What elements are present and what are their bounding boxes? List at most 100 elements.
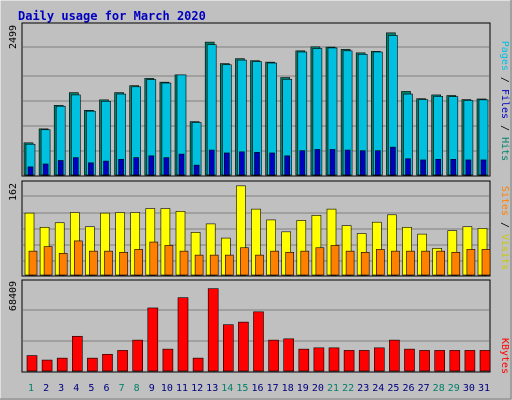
sites-bar-28 [436, 250, 446, 276]
x-label-24: 24 [372, 383, 384, 394]
kbytes-bar-26 [404, 348, 415, 372]
kbytes-bar-11 [177, 297, 189, 372]
x-label-9: 9 [149, 383, 155, 394]
kbytes-bar-20 [313, 347, 325, 372]
kbytes-bar-24 [373, 347, 385, 372]
legend-kbytes-label: KBytes [499, 338, 510, 374]
x-label-21: 21 [327, 383, 339, 394]
sites-bar-26 [406, 250, 415, 276]
pages-bar-29 [450, 159, 457, 176]
x-label-28: 28 [433, 383, 445, 394]
sites-bar-11 [179, 250, 189, 276]
kbytes-bar-23 [358, 350, 370, 372]
sites-bar-23 [360, 251, 370, 276]
pages-bar-22 [344, 149, 351, 176]
pages-bar-11 [178, 153, 185, 176]
sites-bar-7 [119, 251, 128, 276]
legend-files: Files [499, 89, 510, 119]
kbytes-bar-30 [464, 350, 476, 372]
max-label-kbytes: 68409 [8, 281, 19, 311]
x-label-6: 6 [103, 383, 109, 394]
sites-bar-5 [89, 250, 98, 276]
kbytes-bar-21 [328, 347, 340, 372]
x-label-1: 1 [28, 383, 34, 394]
x-label-14: 14 [221, 383, 233, 394]
x-label-17: 17 [267, 383, 279, 394]
x-label-13: 13 [206, 383, 218, 394]
kbytes-bar-13 [207, 288, 219, 372]
x-label-11: 11 [176, 383, 188, 394]
sites-bar-19 [300, 250, 310, 276]
pages-bar-7 [118, 159, 124, 176]
kbytes-bar-2 [41, 359, 53, 372]
pages-bar-1 [27, 166, 34, 176]
legend-visits: Sites / Visits [499, 186, 510, 270]
sites-bar-12 [194, 254, 204, 276]
x-label-26: 26 [402, 383, 414, 394]
sites-bar-25 [391, 250, 400, 276]
pages-bar-24 [374, 150, 381, 176]
sites-bar-2 [43, 246, 53, 276]
x-label-16: 16 [251, 383, 263, 394]
sites-bar-9 [149, 241, 159, 276]
svg-text:Pages / Files / Hits: Pages / Files / Hits [499, 41, 510, 161]
kbytes-bar-22 [343, 350, 355, 372]
sites-bar-10 [164, 245, 174, 276]
pages-bar-26 [405, 158, 411, 176]
sites-bar-1 [28, 250, 38, 276]
x-label-7: 7 [119, 383, 125, 394]
pages-bar-20 [314, 149, 321, 176]
pages-bar-31 [480, 159, 487, 176]
kbytes-bar-5 [87, 357, 98, 372]
kbytes-bar-31 [479, 350, 491, 372]
pages-bar-12 [193, 164, 200, 176]
pages-bar-17 [269, 152, 275, 176]
legend-hits-label: Hits [499, 137, 510, 161]
x-label-23: 23 [357, 383, 369, 394]
pages-bar-23 [359, 150, 366, 176]
kbytes-bar-1 [26, 355, 38, 372]
legend-kbytes: KBytes [499, 338, 510, 374]
x-label-2: 2 [43, 383, 49, 394]
chart-title: Daily usage for March 2020 [18, 9, 206, 23]
kbytes-bar-7 [117, 350, 128, 372]
sites-bar-8 [134, 249, 143, 276]
max-label-visits: 162 [8, 183, 19, 201]
pages-bar-25 [390, 146, 396, 176]
kbytes-bar-17 [268, 339, 279, 372]
kbytes-bar-25 [389, 339, 400, 372]
pages-bar-6 [103, 160, 109, 176]
x-label-27: 27 [418, 383, 430, 394]
kbytes-bar-4 [72, 335, 83, 372]
sites-bar-31 [481, 249, 491, 276]
sites-bar-24 [375, 249, 385, 276]
x-label-25: 25 [387, 383, 399, 394]
x-label-5: 5 [88, 383, 94, 394]
kbytes-bar-27 [419, 350, 430, 372]
sites-bar-14 [225, 254, 234, 276]
kbytes-bar-3 [56, 357, 68, 372]
sites-bar-18 [285, 251, 295, 276]
sites-bar-27 [421, 250, 430, 276]
sites-bar-6 [104, 250, 113, 276]
kbytes-bar-15 [238, 321, 249, 372]
sites-bar-3 [58, 253, 68, 276]
sites-bar-4 [74, 240, 83, 276]
x-label-3: 3 [58, 383, 64, 394]
kbytes-bar-29 [449, 350, 461, 372]
x-label-18: 18 [282, 383, 294, 394]
pages-bar-5 [88, 162, 94, 176]
pages-bar-27 [420, 159, 426, 176]
pages-bar-3 [57, 160, 64, 176]
x-label-4: 4 [73, 383, 79, 394]
x-axis-labels: 1 2 3 4 5 6 7 8 9 10 11 12 13 14 15 16 17 18 19 20 21 22 23 24 2… [28, 383, 490, 394]
kbytes-bar-14 [223, 324, 234, 372]
pages-bar-9 [148, 155, 155, 176]
x-label-30: 30 [463, 383, 475, 394]
pages-bar-2 [42, 163, 49, 176]
x-label-31: 31 [478, 383, 490, 394]
pages-bar-15 [239, 151, 245, 176]
sites-bar-15 [240, 247, 249, 276]
